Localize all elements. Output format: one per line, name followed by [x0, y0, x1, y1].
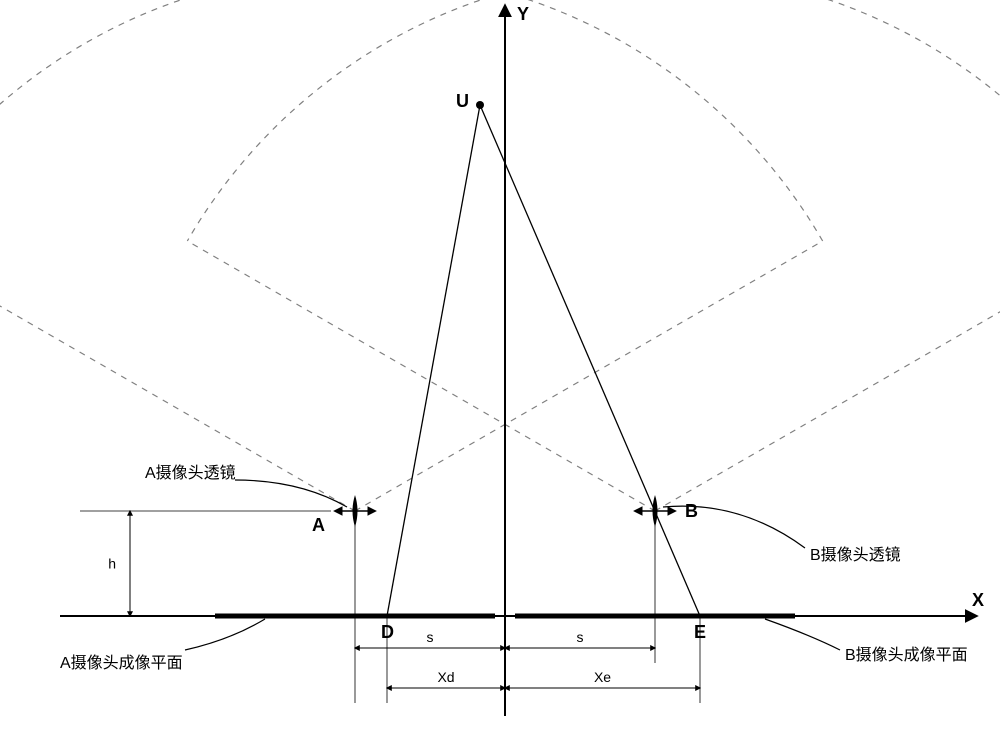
fov-edge — [355, 241, 823, 511]
label-xe: Xe — [594, 669, 611, 685]
label-d: D — [381, 622, 394, 642]
label-u: U — [456, 91, 469, 111]
point-u — [476, 101, 484, 109]
fov-edge — [655, 241, 1000, 511]
label-e: E — [694, 622, 706, 642]
label-h: h — [108, 556, 116, 572]
ray-uad — [387, 105, 480, 616]
callout-a-lens — [235, 480, 347, 507]
label-s-left: s — [427, 629, 434, 645]
label-a-plane: A摄像头成像平面 — [60, 654, 183, 672]
diagram-svg: Y X U A B D Eh s s Xd Xe A摄像头透镜 B摄像头透镜 A摄像头成像平面 B摄像头成像… — [0, 0, 1000, 729]
y-axis-label: Y — [517, 4, 529, 24]
label-xd: Xd — [437, 669, 454, 685]
fov-arc — [0, 0, 823, 241]
x-axis-label: X — [972, 590, 984, 610]
label-s-right: s — [577, 629, 584, 645]
fov-edge — [187, 241, 655, 511]
ray-ube — [480, 105, 700, 616]
label-b: B — [685, 501, 698, 521]
label-a-lens: A摄像头透镜 — [145, 463, 236, 482]
label-b-plane: B摄像头成像平面 — [845, 646, 968, 664]
diagram-canvas: Y X U A B D Eh s s Xd Xe A摄像头透镜 B摄像头透镜 A摄像头成像平面 B摄像头成像… — [0, 0, 1000, 729]
callout-b-plane — [765, 619, 840, 650]
label-b-lens: B摄像头透镜 — [810, 545, 901, 564]
fov-arc — [187, 0, 1000, 241]
label-a: A — [312, 515, 325, 535]
callout-a-plane — [185, 619, 265, 650]
